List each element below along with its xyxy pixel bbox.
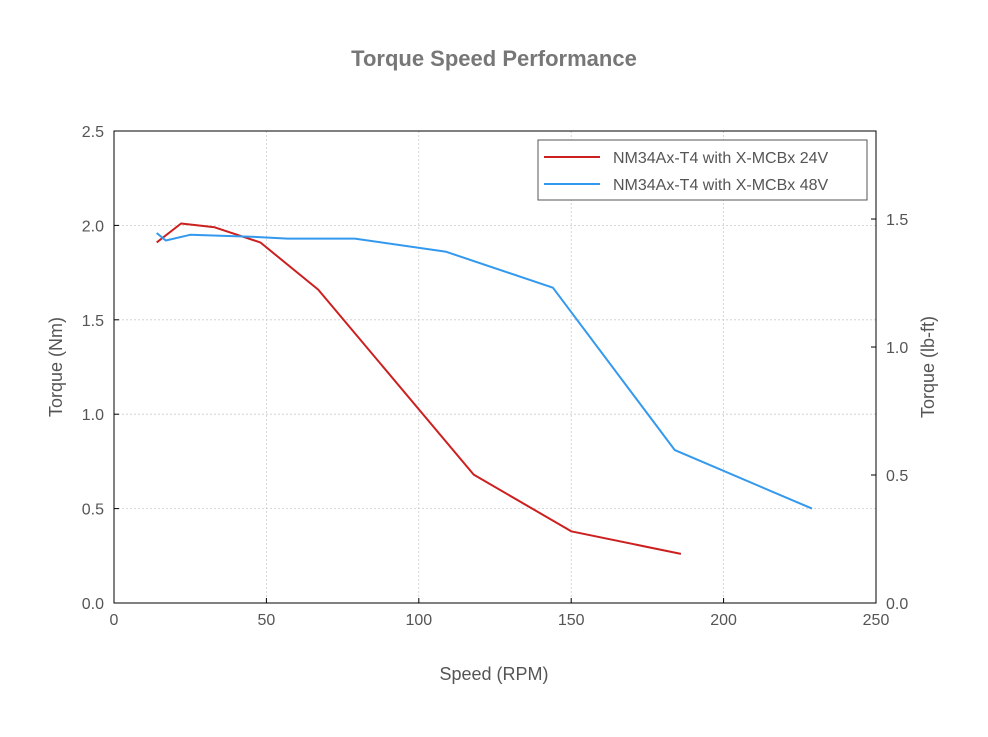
legend-label-1: NM34Ax-T4 with X-MCBx 24V xyxy=(613,150,828,167)
series-lines xyxy=(156,222,813,555)
series-line-2 xyxy=(156,232,813,510)
chart-title: Torque Speed Performance xyxy=(351,46,637,71)
y-tick-label: 1.5 xyxy=(82,313,104,330)
y-tick-label: 2.0 xyxy=(82,218,104,235)
y2-tick-label: 1.0 xyxy=(886,340,908,357)
y-tick-label: 0.5 xyxy=(82,502,104,519)
x-tick-label: 200 xyxy=(710,612,737,629)
legend-box xyxy=(537,139,868,201)
y-axis-label: Torque (Nm) xyxy=(46,317,66,417)
x-tick-label: 0 xyxy=(110,612,119,629)
y-tick-label: 0.0 xyxy=(82,596,104,613)
series-line-1 xyxy=(156,222,682,555)
x-tick-label: 100 xyxy=(405,612,432,629)
x-axis-ticks: 0 50 100 150 200 250 xyxy=(110,598,890,629)
x-tick-label: 250 xyxy=(863,612,890,629)
legend: NM34Ax-T4 with X-MCBx 24V NM34Ax-T4 with … xyxy=(537,139,868,201)
grid xyxy=(113,130,877,604)
y2-tick-label: 1.5 xyxy=(886,212,908,229)
y2-axis-ticks: 0.0 0.5 1.0 1.5 xyxy=(871,212,908,613)
x-axis-label: Speed (RPM) xyxy=(439,664,548,684)
x-tick-label: 150 xyxy=(558,612,585,629)
y-tick-label: 2.5 xyxy=(82,124,104,141)
legend-label-2: NM34Ax-T4 with X-MCBx 48V xyxy=(613,177,828,194)
y-tick-label: 1.0 xyxy=(82,407,104,424)
y2-tick-label: 0.0 xyxy=(886,596,908,613)
x-tick-label: 50 xyxy=(258,612,276,629)
plot-frame xyxy=(113,130,877,604)
y2-axis-label: Torque (lb-ft) xyxy=(918,316,938,418)
y-axis-ticks: 0.0 0.5 1.0 1.5 2.0 2.5 xyxy=(82,124,119,613)
y2-tick-label: 0.5 xyxy=(886,468,908,485)
